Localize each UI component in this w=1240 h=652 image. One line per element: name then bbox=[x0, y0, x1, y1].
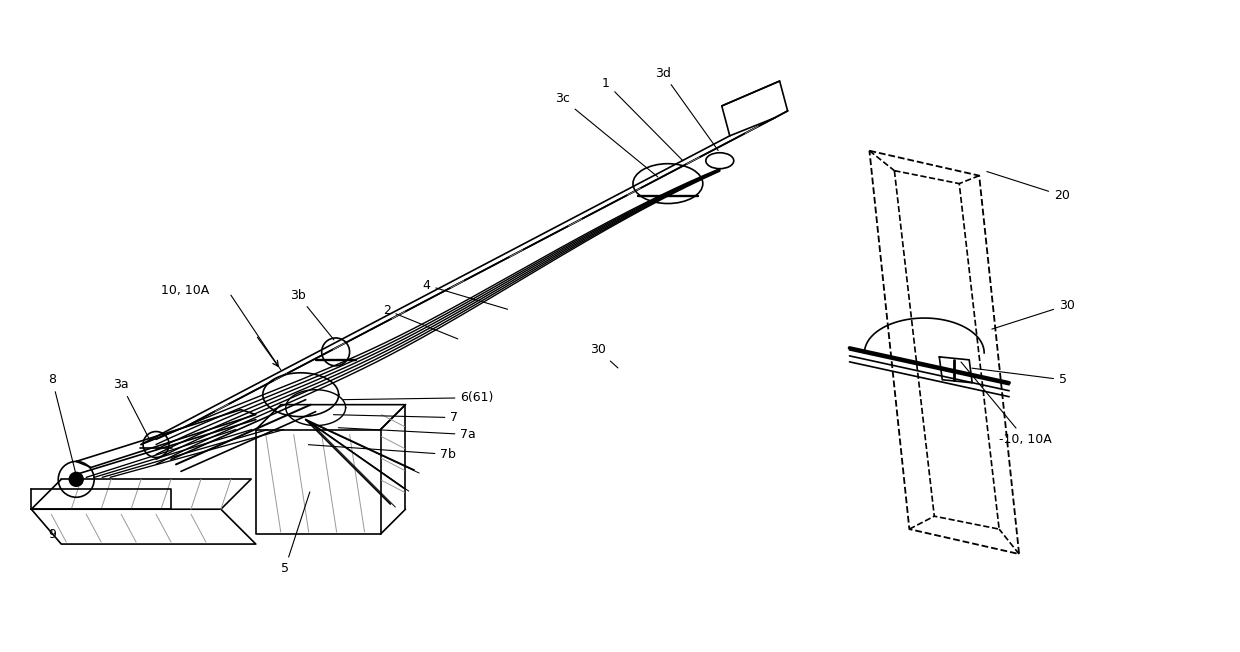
Text: 3d: 3d bbox=[655, 67, 718, 151]
Text: 3a: 3a bbox=[114, 378, 150, 440]
Text: 9: 9 bbox=[48, 527, 56, 541]
Text: 5: 5 bbox=[972, 368, 1066, 386]
Text: 4: 4 bbox=[423, 278, 507, 309]
Text: 20: 20 bbox=[987, 171, 1070, 202]
Text: 7a: 7a bbox=[339, 428, 476, 441]
Text: 7b: 7b bbox=[309, 445, 456, 461]
Text: 1: 1 bbox=[603, 76, 683, 161]
Text: 30: 30 bbox=[992, 299, 1075, 329]
Text: 7: 7 bbox=[334, 411, 459, 424]
Text: 8: 8 bbox=[48, 373, 76, 473]
Text: 30: 30 bbox=[590, 344, 618, 368]
Text: 2: 2 bbox=[383, 304, 458, 339]
Text: -10, 10A: -10, 10A bbox=[961, 362, 1052, 446]
Text: 10, 10A: 10, 10A bbox=[161, 284, 210, 297]
Text: 3c: 3c bbox=[556, 93, 657, 177]
Circle shape bbox=[69, 472, 83, 486]
Text: 6(61): 6(61) bbox=[343, 391, 494, 404]
Text: 5: 5 bbox=[280, 492, 310, 576]
Text: 3b: 3b bbox=[290, 289, 334, 340]
